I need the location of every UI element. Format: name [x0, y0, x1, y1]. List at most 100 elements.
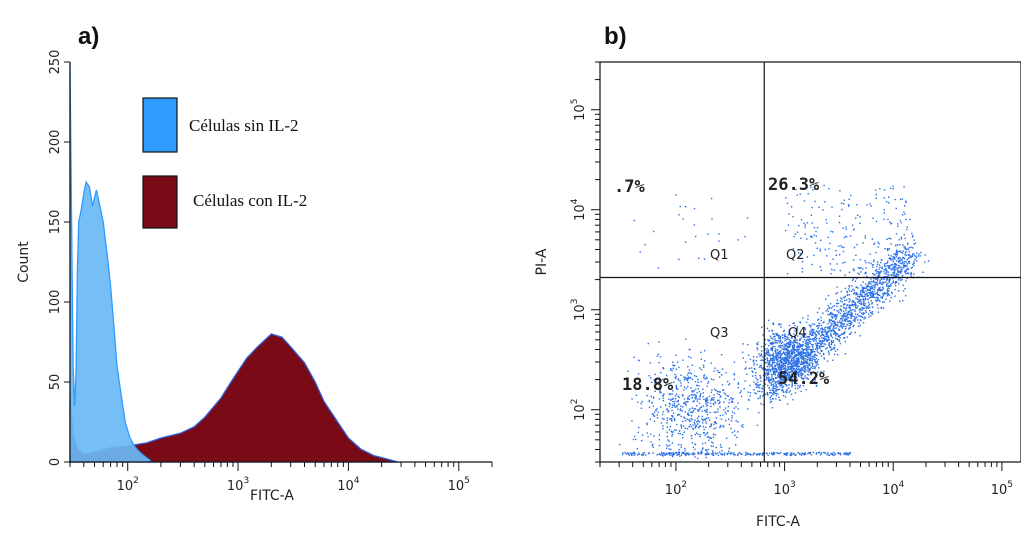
scatter-point	[880, 270, 882, 272]
scatter-point	[764, 355, 766, 357]
scatter-point	[868, 303, 871, 306]
scatter-point	[790, 356, 792, 358]
scatter-point	[690, 415, 693, 417]
scatter-point	[799, 356, 801, 358]
scatter-point	[774, 452, 776, 454]
scatter-point	[839, 452, 842, 455]
y-tick-label: 102	[570, 399, 588, 421]
scatter-point	[663, 418, 665, 420]
scatter-point	[801, 377, 803, 379]
scatter-point	[820, 336, 823, 339]
scatter-point	[674, 397, 677, 400]
scatter-point	[801, 348, 803, 350]
scatter-point	[789, 350, 791, 353]
scatter-point	[785, 375, 788, 377]
scatter-point	[887, 271, 890, 273]
scatter-point	[872, 273, 874, 275]
scatter-point	[677, 395, 679, 398]
scatter-point	[849, 452, 851, 455]
scatter-point	[879, 281, 881, 283]
scatter-point	[737, 408, 739, 410]
scatter-point	[752, 454, 754, 456]
scatter-point	[899, 260, 901, 262]
scatter-point	[913, 260, 915, 263]
scatter-point	[886, 277, 888, 280]
scatter-point	[737, 382, 740, 384]
scatter-point	[777, 352, 779, 355]
scatter-point	[670, 448, 672, 451]
scatter-point	[892, 261, 894, 263]
scatter-point	[778, 346, 780, 348]
scatter-point	[875, 300, 878, 302]
scatter-point	[791, 384, 793, 386]
scatter-point	[682, 420, 684, 423]
scatter-point	[859, 259, 861, 261]
scatter-point	[775, 398, 777, 400]
scatter-point	[697, 451, 699, 454]
scatter-point	[837, 338, 839, 341]
scatter-point	[864, 297, 867, 299]
scatter-point	[704, 399, 707, 401]
scatter-point	[674, 365, 676, 367]
y-tick-label: 250	[48, 50, 63, 75]
scatter-point	[788, 391, 790, 393]
scatter-point	[902, 290, 905, 292]
scatter-point	[735, 420, 737, 422]
scatter-point	[905, 268, 908, 271]
scatter-point	[694, 427, 697, 429]
scatter-point	[706, 450, 708, 452]
scatter-point	[712, 454, 715, 456]
scatter-point	[772, 345, 774, 348]
scatter-point	[879, 271, 881, 273]
scatter-point	[806, 353, 808, 355]
scatter-point	[855, 305, 857, 308]
scatter-point	[774, 392, 776, 394]
scatter-point	[794, 370, 797, 373]
scatter-point	[882, 282, 885, 284]
scatter-point	[710, 391, 713, 393]
scatter-point	[797, 351, 799, 354]
scatter-point	[753, 367, 756, 370]
scatter-point	[862, 299, 865, 301]
scatter-point	[645, 454, 647, 456]
scatter-point	[780, 342, 783, 345]
scatter-point	[700, 450, 703, 452]
scatter-point	[866, 307, 869, 309]
scatter-point	[775, 356, 777, 359]
scatter-point	[853, 289, 855, 292]
scatter-point	[779, 373, 781, 375]
scatter-point	[693, 400, 695, 402]
scatter-point	[785, 351, 787, 354]
scatter-point	[848, 327, 850, 329]
scatter-point	[678, 403, 680, 406]
scatter-point	[668, 429, 671, 431]
scatter-point	[850, 309, 852, 312]
scatter-point	[838, 335, 840, 338]
scatter-point	[846, 312, 848, 314]
scatter-point	[802, 358, 804, 361]
scatter-point	[911, 254, 913, 257]
scatter-point	[806, 339, 808, 341]
scatter-point	[802, 370, 805, 372]
scatter-point	[890, 243, 892, 245]
scatter-point	[869, 287, 872, 290]
scatter-point	[847, 288, 850, 290]
scatter-point	[856, 293, 858, 295]
scatter-point	[772, 379, 775, 381]
scatter-point	[662, 417, 664, 420]
scatter-point	[810, 330, 812, 333]
scatter-point	[862, 281, 864, 283]
scatter-point	[895, 256, 898, 258]
scatter-point	[770, 364, 772, 366]
scatter-point	[896, 269, 899, 271]
scatter-point	[871, 311, 874, 313]
scatter-point	[788, 324, 791, 327]
scatter-point	[729, 453, 732, 455]
scatter-point	[780, 374, 782, 376]
scatter-point	[799, 351, 801, 354]
scatter-point	[816, 347, 818, 350]
scatter-point	[890, 285, 892, 287]
scatter-point	[810, 349, 812, 351]
scatter-point	[737, 421, 739, 423]
